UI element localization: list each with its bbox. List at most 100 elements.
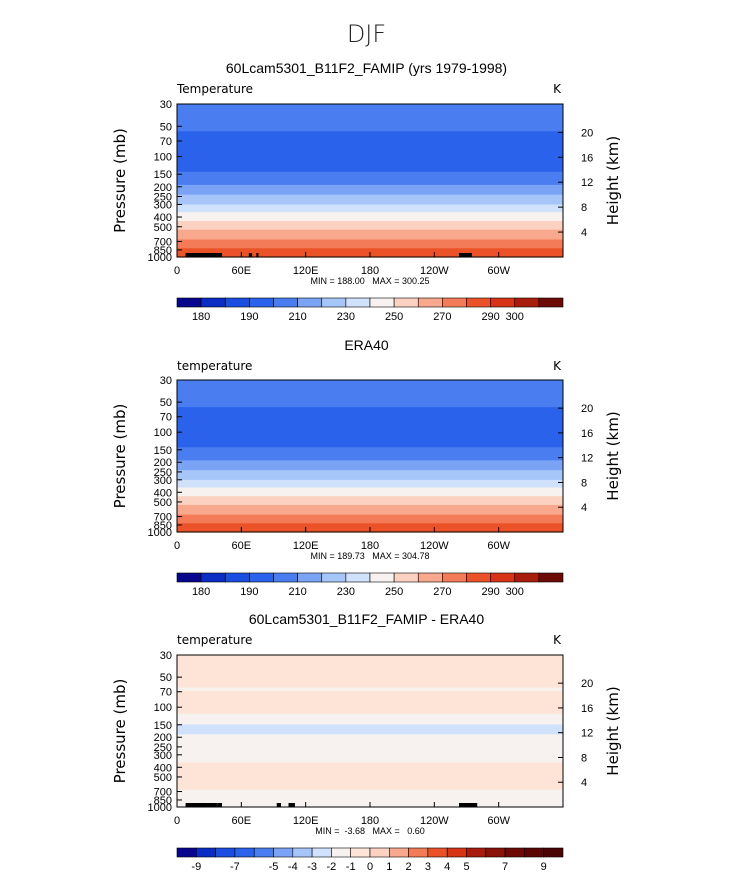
x-tick-label: 180: [361, 815, 379, 827]
colorbar-swatch: [442, 297, 467, 308]
colorbar-swatch: [176, 572, 202, 583]
right-tick-label: 8: [581, 202, 587, 214]
y-tick-label: 300: [154, 475, 172, 487]
colorbar-label: -2: [327, 861, 337, 873]
terrain-mask: [213, 253, 218, 257]
colorbar-swatch: [524, 847, 545, 858]
y-tick-label: 150: [154, 720, 172, 732]
colorbar-swatch: [538, 572, 564, 583]
colorbar-label: 180: [192, 586, 210, 598]
y-axis-label: Pressure (mb): [111, 128, 129, 233]
colorbar-label: 230: [337, 586, 355, 598]
colorbar-swatch: [331, 847, 351, 858]
right-tick-label: 20: [581, 678, 593, 690]
terrain-mask: [276, 803, 282, 807]
right-tick-label: 4: [581, 777, 587, 789]
units-label: K: [553, 359, 562, 373]
y-tick-label: 250: [154, 467, 172, 479]
colorbar-label: 300: [506, 586, 524, 598]
min-max-stats: MIN = -3.68 MAX = 0.60: [315, 826, 425, 836]
terrain-mask: [185, 803, 208, 807]
right-tick-label: 8: [581, 752, 587, 764]
colorbar-swatch: [543, 847, 564, 858]
y-tick-label: 500: [154, 497, 172, 509]
y-tick-label: 400: [154, 212, 172, 224]
y-tick-label: 700: [154, 512, 172, 524]
right-axis-label: Height (km): [604, 411, 622, 500]
x-tick-label: 120W: [420, 265, 449, 277]
x-tick-label: 120W: [420, 815, 449, 827]
y-tick-label: 400: [154, 487, 172, 499]
terrain-mask: [458, 253, 472, 257]
terrain-mask: [248, 253, 253, 257]
contour-field: [177, 380, 563, 533]
y-tick-label: 500: [154, 772, 172, 784]
right-tick-label: 12: [581, 177, 593, 189]
colorbar-swatch: [408, 847, 429, 858]
colorbar-swatch: [466, 297, 491, 308]
colorbar-label: -1: [346, 861, 356, 873]
y-tick-label: 250: [154, 742, 172, 754]
units-label: K: [553, 633, 562, 647]
colorbar-label: 290: [481, 586, 499, 598]
colorbar-swatch: [273, 297, 298, 308]
colorbar-swatch: [297, 572, 323, 583]
x-tick-label: 180: [361, 265, 379, 277]
y-tick-label: 70: [160, 687, 172, 699]
colorbar-swatch: [321, 572, 347, 583]
colorbar-swatch: [345, 572, 371, 583]
colorbar-swatch: [176, 847, 197, 858]
colorbar-label: -3: [307, 861, 317, 873]
colorbar-label: 180: [192, 311, 210, 323]
colorbar-label: 190: [240, 311, 258, 323]
colorbar-swatch: [345, 297, 371, 308]
y-tick-label: 1000: [148, 252, 172, 264]
right-tick-label: 20: [581, 403, 593, 415]
contour-band: [177, 104, 563, 132]
y-tick-label: 100: [154, 702, 172, 714]
contour-band: [177, 407, 563, 448]
y-tick-label: 70: [160, 136, 172, 148]
y-tick-label: 1000: [148, 802, 172, 814]
colorbar-swatch: [369, 572, 395, 583]
contour-band: [177, 479, 563, 489]
y-tick-label: 30: [160, 650, 172, 662]
colorbar-swatch: [249, 572, 274, 583]
colorbar-swatch: [388, 847, 409, 858]
colorbar-label: 270: [433, 586, 451, 598]
terrain-mask: [217, 253, 223, 257]
y-tick-label: 100: [154, 427, 172, 439]
contour-band: [177, 220, 563, 231]
right-tick-label: 20: [581, 127, 593, 139]
contour-band: [177, 447, 563, 461]
colorbar-swatch: [514, 572, 540, 583]
min-max-stats: MIN = 188.00 MAX = 300.25: [310, 276, 429, 286]
colorbar-swatch: [393, 572, 419, 583]
terrain-mask: [217, 803, 223, 807]
y-tick-label: 250: [154, 192, 172, 204]
contour-band: [177, 131, 563, 173]
panel-title: 60Lcam5301_B11F2_FAMIP - ERA40: [249, 611, 485, 627]
colorbar-label: -5: [269, 861, 279, 873]
contour-band: [177, 460, 563, 471]
page-title: DJF: [346, 20, 387, 48]
contour-band: [177, 734, 563, 764]
right-tick-label: 8: [581, 477, 587, 489]
colorbar-label: 190: [240, 586, 258, 598]
y-tick-label: 400: [154, 762, 172, 774]
colorbar-swatch: [249, 297, 274, 308]
colorbar-swatch: [466, 847, 487, 858]
colorbar-label: 250: [385, 311, 403, 323]
x-tick-label: 0: [174, 815, 180, 827]
contour-band: [177, 690, 563, 715]
colorbar-swatch: [273, 572, 298, 583]
colorbar-label: 290: [481, 311, 499, 323]
contour-band: [177, 655, 563, 689]
colorbar-label: 300: [506, 311, 524, 323]
y-tick-label: 850: [154, 520, 172, 532]
colorbar-label: 4: [444, 861, 450, 873]
contour-band: [177, 487, 563, 497]
colorbar-swatch: [417, 297, 443, 308]
right-tick-label: 12: [581, 453, 593, 465]
colorbar-label: 210: [288, 311, 306, 323]
